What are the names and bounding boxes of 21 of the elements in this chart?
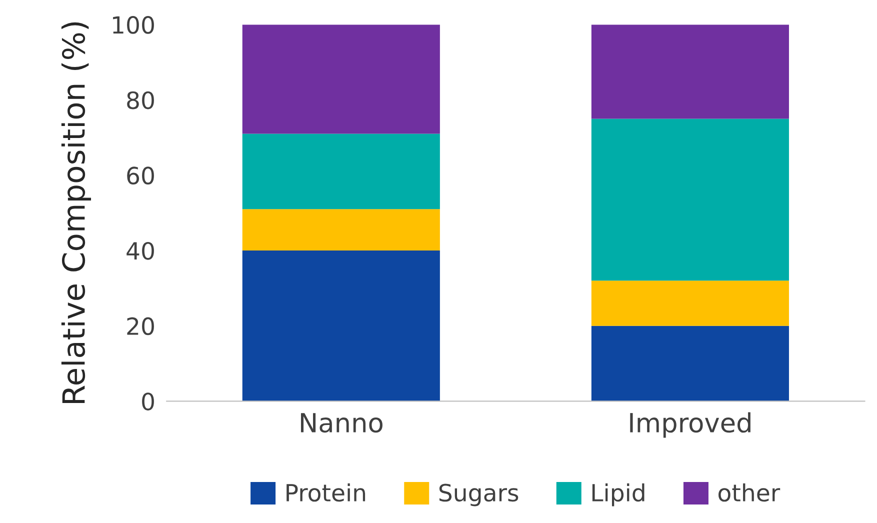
bar xyxy=(242,250,440,402)
x-tick-label: Nanno xyxy=(300,413,382,433)
y-tick-label: 0 xyxy=(142,392,154,410)
legend-label: Lipid xyxy=(592,483,644,506)
y-tick-label: 100 xyxy=(113,16,154,34)
bar xyxy=(591,326,789,402)
legend-label: Sugars xyxy=(439,484,518,506)
y-tick-label: 20 xyxy=(127,317,154,336)
y-tick-label: 60 xyxy=(127,166,154,185)
legend-label: Protein xyxy=(286,483,366,502)
y-tick-label: 80 xyxy=(127,91,154,110)
x-tick-label: Improved xyxy=(630,412,750,438)
bar xyxy=(591,118,789,281)
y-axis-title: Relative Composition (%) xyxy=(61,22,92,404)
y-tick-label: 40 xyxy=(126,242,154,260)
legend-label: other xyxy=(718,483,780,502)
bar xyxy=(242,134,440,210)
bar xyxy=(591,24,789,119)
bar xyxy=(242,209,440,251)
bar xyxy=(242,24,440,134)
bar xyxy=(591,280,789,326)
